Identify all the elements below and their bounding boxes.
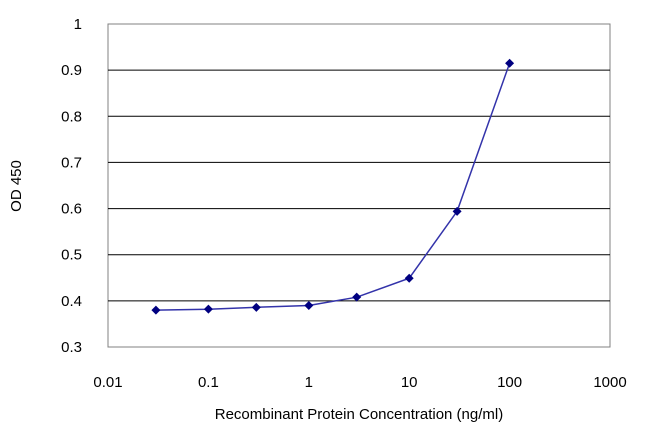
- grid-lines: [108, 69, 610, 302]
- plot-area: [107, 23, 611, 348]
- data-point: [251, 302, 261, 312]
- y-tick-label: 0.7: [61, 154, 82, 171]
- x-tick-label: 0.01: [93, 374, 122, 391]
- x-tick-label: 0.1: [198, 374, 219, 391]
- data-point: [151, 305, 161, 315]
- x-tick-label: 1000: [593, 374, 626, 391]
- series-group: [151, 58, 515, 315]
- y-tick-label: 0.3: [61, 339, 82, 356]
- data-point: [304, 300, 314, 310]
- data-point: [352, 292, 362, 302]
- y-tick-label: 1: [74, 16, 82, 33]
- y-tick-labels: 0.3 0.4 0.5 0.6 0.7 0.8 0.9 1: [61, 16, 82, 356]
- data-point: [452, 206, 462, 216]
- y-axis-title: OD 450: [8, 160, 25, 212]
- series-line: [155, 62, 511, 311]
- y-tick-label: 0.6: [61, 201, 82, 218]
- x-axis-title: Recombinant Protein Concentration (ng/ml…: [215, 406, 503, 423]
- x-tick-label: 1: [305, 374, 313, 391]
- x-tick-labels: 0.01 0.1 1 10 100 1000: [93, 374, 626, 391]
- y-tick-label: 0.5: [61, 247, 82, 264]
- y-tick-label: 0.4: [61, 293, 82, 310]
- data-point: [505, 58, 515, 68]
- x-tick-label: 100: [497, 374, 522, 391]
- x-tick-label: 10: [401, 374, 418, 391]
- y-tick-label: 0.9: [61, 62, 82, 79]
- y-tick-label: 0.8: [61, 108, 82, 125]
- data-point: [203, 304, 213, 314]
- data-point: [404, 273, 414, 283]
